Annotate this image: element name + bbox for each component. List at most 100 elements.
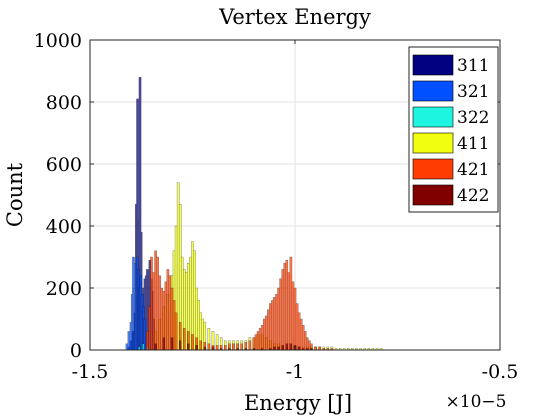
series-422 xyxy=(154,337,313,351)
bar xyxy=(248,340,252,351)
bar xyxy=(178,340,182,351)
tick-labels: -1.5 -1 -0.5 0 200 400 600 800 1000 xyxy=(34,30,519,383)
bar xyxy=(258,328,262,351)
bar xyxy=(183,328,186,351)
bar xyxy=(150,256,153,351)
bar xyxy=(281,269,284,351)
bar xyxy=(160,287,163,351)
bar xyxy=(142,343,145,351)
bar xyxy=(252,337,256,351)
x-axis-label: Energy [J] xyxy=(244,391,352,415)
y-tick-label: 1000 xyxy=(34,30,82,52)
bar xyxy=(299,318,303,351)
legend-swatch xyxy=(412,158,454,180)
bar xyxy=(199,340,202,351)
bar xyxy=(308,340,311,351)
bar xyxy=(260,325,264,351)
bar xyxy=(279,278,282,351)
legend-swatch xyxy=(412,80,454,102)
bar xyxy=(191,334,194,351)
x-tick-label: -0.5 xyxy=(482,361,519,383)
bar xyxy=(289,256,293,351)
y-tick-label: 0 xyxy=(70,340,82,362)
bar xyxy=(303,331,307,351)
y-axis-label: Count xyxy=(3,162,27,227)
bar xyxy=(293,287,297,351)
bar xyxy=(262,318,266,351)
bar xyxy=(273,297,276,351)
bar xyxy=(256,331,260,351)
bar xyxy=(172,300,176,351)
bar xyxy=(191,241,194,351)
bar xyxy=(301,325,305,351)
x-exponent-label: ×10−5 xyxy=(446,392,507,412)
y-tick-label: 200 xyxy=(46,278,82,300)
bar xyxy=(148,306,151,351)
x-tick-label: -1.5 xyxy=(72,361,109,383)
series-421 xyxy=(146,250,334,351)
bar xyxy=(269,303,272,351)
bar xyxy=(152,272,155,351)
bar xyxy=(146,331,149,351)
chart-title: Vertex Energy xyxy=(218,5,371,29)
bar xyxy=(281,345,284,351)
bars xyxy=(125,77,383,351)
legend-swatch xyxy=(412,184,454,206)
bar xyxy=(162,337,166,351)
bar xyxy=(201,318,204,351)
legend-label: 311 xyxy=(457,56,489,76)
legend: 311 321 322 411 421 422 xyxy=(408,46,499,213)
legend-label: 411 xyxy=(457,134,489,154)
y-tick-label: 800 xyxy=(46,92,82,114)
bar xyxy=(291,281,295,351)
bar xyxy=(189,256,192,351)
bar xyxy=(158,275,161,351)
legend-swatch xyxy=(412,54,454,76)
bar xyxy=(224,345,227,351)
bar xyxy=(265,315,268,351)
y-tick-label: 600 xyxy=(46,154,82,176)
bar xyxy=(232,343,235,351)
bar xyxy=(185,272,188,351)
bar xyxy=(275,294,278,351)
bar xyxy=(285,259,289,351)
legend-label: 321 xyxy=(457,82,489,102)
bar xyxy=(164,281,168,351)
bar xyxy=(174,312,178,351)
bar xyxy=(306,337,309,351)
bar xyxy=(170,337,174,351)
legend-swatch xyxy=(412,106,454,128)
bar xyxy=(168,275,172,351)
bar xyxy=(277,287,280,351)
bar xyxy=(240,343,243,351)
bar xyxy=(289,343,293,351)
ticks xyxy=(89,39,501,351)
bar xyxy=(267,309,270,351)
bar xyxy=(125,343,129,351)
bar xyxy=(154,343,157,351)
bar xyxy=(254,334,258,351)
bar xyxy=(187,343,190,351)
bar xyxy=(180,256,184,351)
bar xyxy=(207,343,211,351)
bar xyxy=(197,300,200,351)
x-tick-label: -1 xyxy=(286,361,305,383)
bar xyxy=(287,272,291,351)
y-tick-label: 400 xyxy=(46,216,82,238)
bar xyxy=(297,312,301,351)
bar xyxy=(154,250,157,351)
legend-label: 322 xyxy=(457,108,489,128)
bar xyxy=(295,303,299,351)
bar xyxy=(215,345,219,351)
legend-label: 422 xyxy=(457,186,489,206)
bar xyxy=(156,256,159,351)
bar xyxy=(271,300,274,351)
bar xyxy=(193,250,196,351)
legend-swatch xyxy=(412,132,454,154)
bar xyxy=(285,343,289,351)
bar xyxy=(166,269,170,351)
bar xyxy=(283,263,286,351)
bar xyxy=(195,345,198,351)
bar xyxy=(127,331,131,351)
